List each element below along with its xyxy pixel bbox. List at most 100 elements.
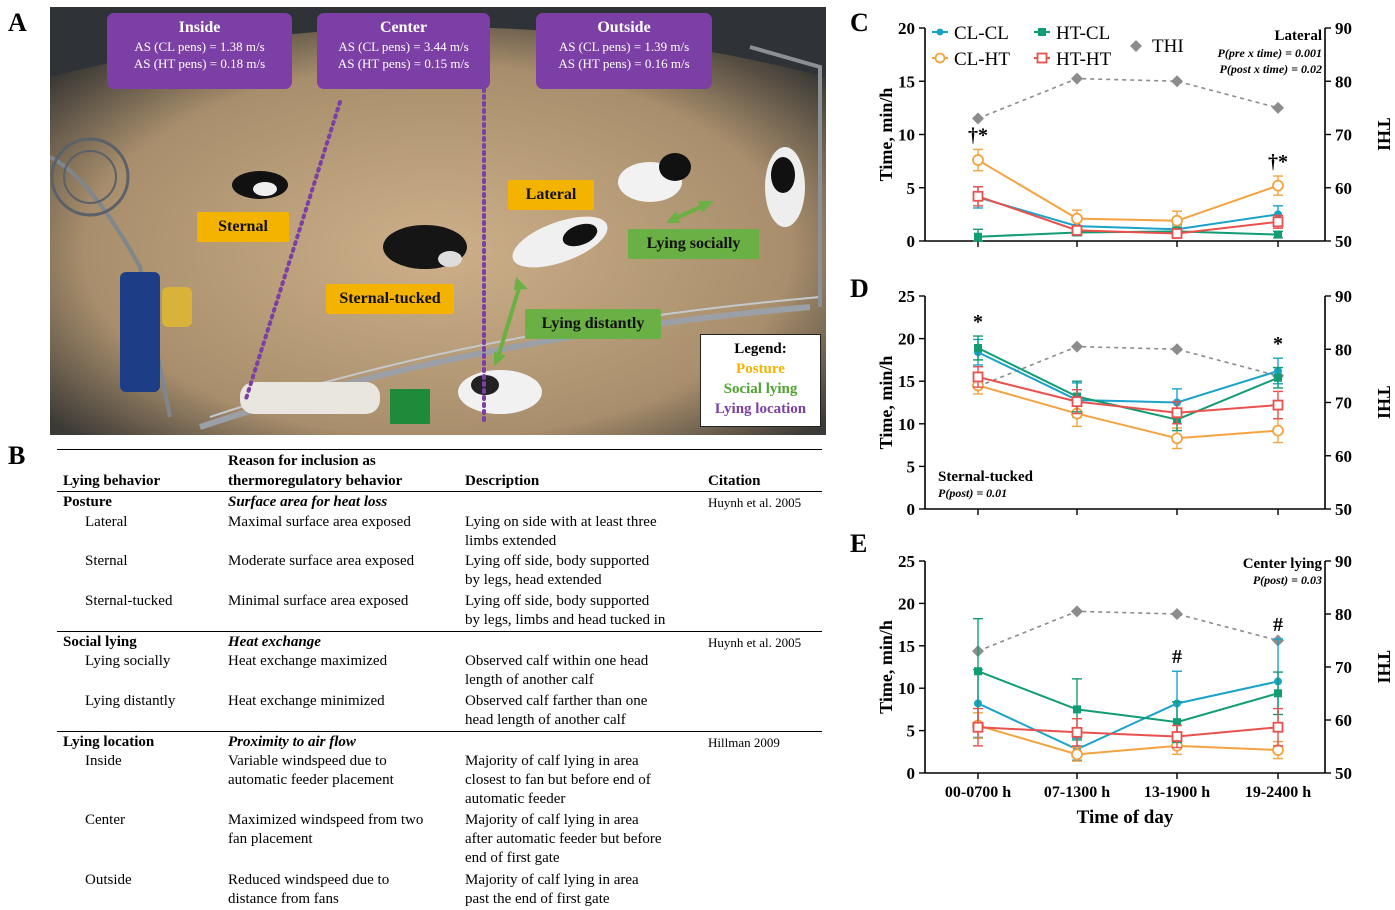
significance-marker: †* [968,124,988,146]
x-axis-title: Time of day [1077,807,1174,828]
section-citation: Hillman 2009 [708,735,780,750]
x-tick-label: 07-1300 h [1044,784,1110,801]
data-point [974,232,982,241]
tag-lateral: Lateral [508,180,594,210]
chart-stat: P(post) = 0.03 [1253,573,1322,587]
data-point [1272,744,1284,757]
legend-location: Lying location [714,401,807,417]
row-description: length of another calf [465,672,594,688]
y-tick-label-right: 90 [1335,552,1352,571]
data-point [1274,689,1282,698]
y-tick-label: 10 [898,415,915,434]
y-tick-label: 0 [907,500,916,519]
callout-center: Center AS (CL pens) = 3.44 m/s AS (HT pe… [317,13,490,89]
series-line [977,351,1279,404]
row-reason: Heat exchange minimized [228,693,385,709]
table-rule [57,731,822,732]
row-behavior: Sternal [85,553,128,569]
series-line [977,375,1279,414]
series-line [977,680,1279,751]
row-behavior: Inside [85,753,122,769]
section-reason: Proximity to air flow [228,734,356,750]
chart-title: Center lying [1243,556,1323,572]
row-behavior: Lateral [85,514,128,530]
thi-marker [1171,608,1183,620]
y-tick-label: 25 [898,552,915,571]
data-point [972,190,984,202]
data-point [1171,731,1183,742]
callout-line: AS (CL pens) = 3.44 m/s [338,39,469,54]
data-point [1272,721,1284,733]
chart-stat: P(post x time) = 0.02 [1220,62,1323,76]
row-description: after automatic feeder but before [465,831,662,847]
row-description: closest to fan but before end of [465,772,651,788]
panel-label-a: A [8,8,27,37]
legend-label: HT-HT [1056,49,1112,70]
row-description: past the end of first gate [465,891,610,907]
y-tick-label: 5 [907,457,916,476]
data-point [1272,216,1284,228]
row-reason: Maximal surface area exposed [228,514,411,530]
calf-pen-photo: Inside AS (CL pens) = 1.38 m/s AS (HT pe… [49,7,826,435]
header-reason: Reason for inclusion as [228,453,376,469]
data-point [974,667,982,676]
row-description: by legs, head extended [465,572,602,588]
row-description: Lying off side, body supported [465,553,650,569]
legend-marker [1130,40,1142,52]
series-line [977,195,1279,235]
callout-line: AS (HT pens) = 0.18 m/s [133,56,266,71]
thi-line [977,345,1279,388]
table-rule [57,449,822,450]
y-tick-label-right: 70 [1335,126,1352,145]
thi-marker [1071,605,1083,618]
callout-line: AS (HT pens) = 0.16 m/s [558,56,690,71]
y-tick-label-right: 60 [1335,179,1352,198]
row-behavior: Outside [85,872,132,888]
row-reason: Variable windspeed due to [228,753,387,769]
panel-label-e: E [850,529,868,558]
x-tick-label: 00-0700 h [945,784,1011,801]
data-point [1071,748,1083,761]
row-behavior: Lying socially [85,653,171,669]
data-point [1071,396,1083,408]
legend-marker [936,28,944,36]
y-tick-label: 5 [907,179,916,198]
y-axis-title-right: THI [1374,118,1394,151]
callout-outside: Outside AS (CL pens) = 1.39 m/s AS (HT p… [536,13,712,89]
thi-marker [1171,75,1183,88]
data-point [1272,424,1284,437]
y-tick-label-right: 80 [1335,72,1352,91]
header-description: Description [465,473,540,489]
y-tick-label-right: 50 [1335,500,1352,519]
thi-marker [1171,343,1183,356]
panel-label-d: D [850,274,869,303]
row-description: Lying off side, body supported [465,593,650,609]
data-point [1171,214,1183,227]
header-lying-behavior: Lying behavior [63,473,161,489]
y-tick-label-right: 60 [1335,711,1352,730]
y-axis-title: Time, min/h [876,356,896,450]
legend-posture: Posture [736,361,785,377]
series-line [977,670,1279,724]
section-citation: Huynh et al. 2005 [708,495,802,510]
row-reason: distance from fans [228,891,339,907]
data-point [1173,718,1181,727]
callout-title: Outside [597,19,651,36]
y-tick-label-right: 50 [1335,764,1352,783]
legend-title: Legend: [734,341,787,357]
data-point [1274,230,1282,239]
table-rule [57,631,822,632]
row-reason: fan placement [228,831,313,847]
data-point [1274,210,1282,219]
row-reason: Moderate surface area exposed [228,553,415,569]
photo-legend: Legend: Posture Social lying Lying locat… [700,334,821,427]
legend-marker [1036,52,1048,64]
chart-stat: P(pre x time) = 0.001 [1218,46,1322,60]
tag-sternal-tucked: Sternal-tucked [326,284,454,314]
legend-label: CL-CL [954,23,1009,44]
header-reason-2: thermoregulatory behavior [228,473,403,489]
series-line [977,726,1279,738]
section-posture: Posture [63,494,112,510]
data-point [1171,432,1183,445]
row-reason: Maximized windspeed from two [228,812,424,828]
